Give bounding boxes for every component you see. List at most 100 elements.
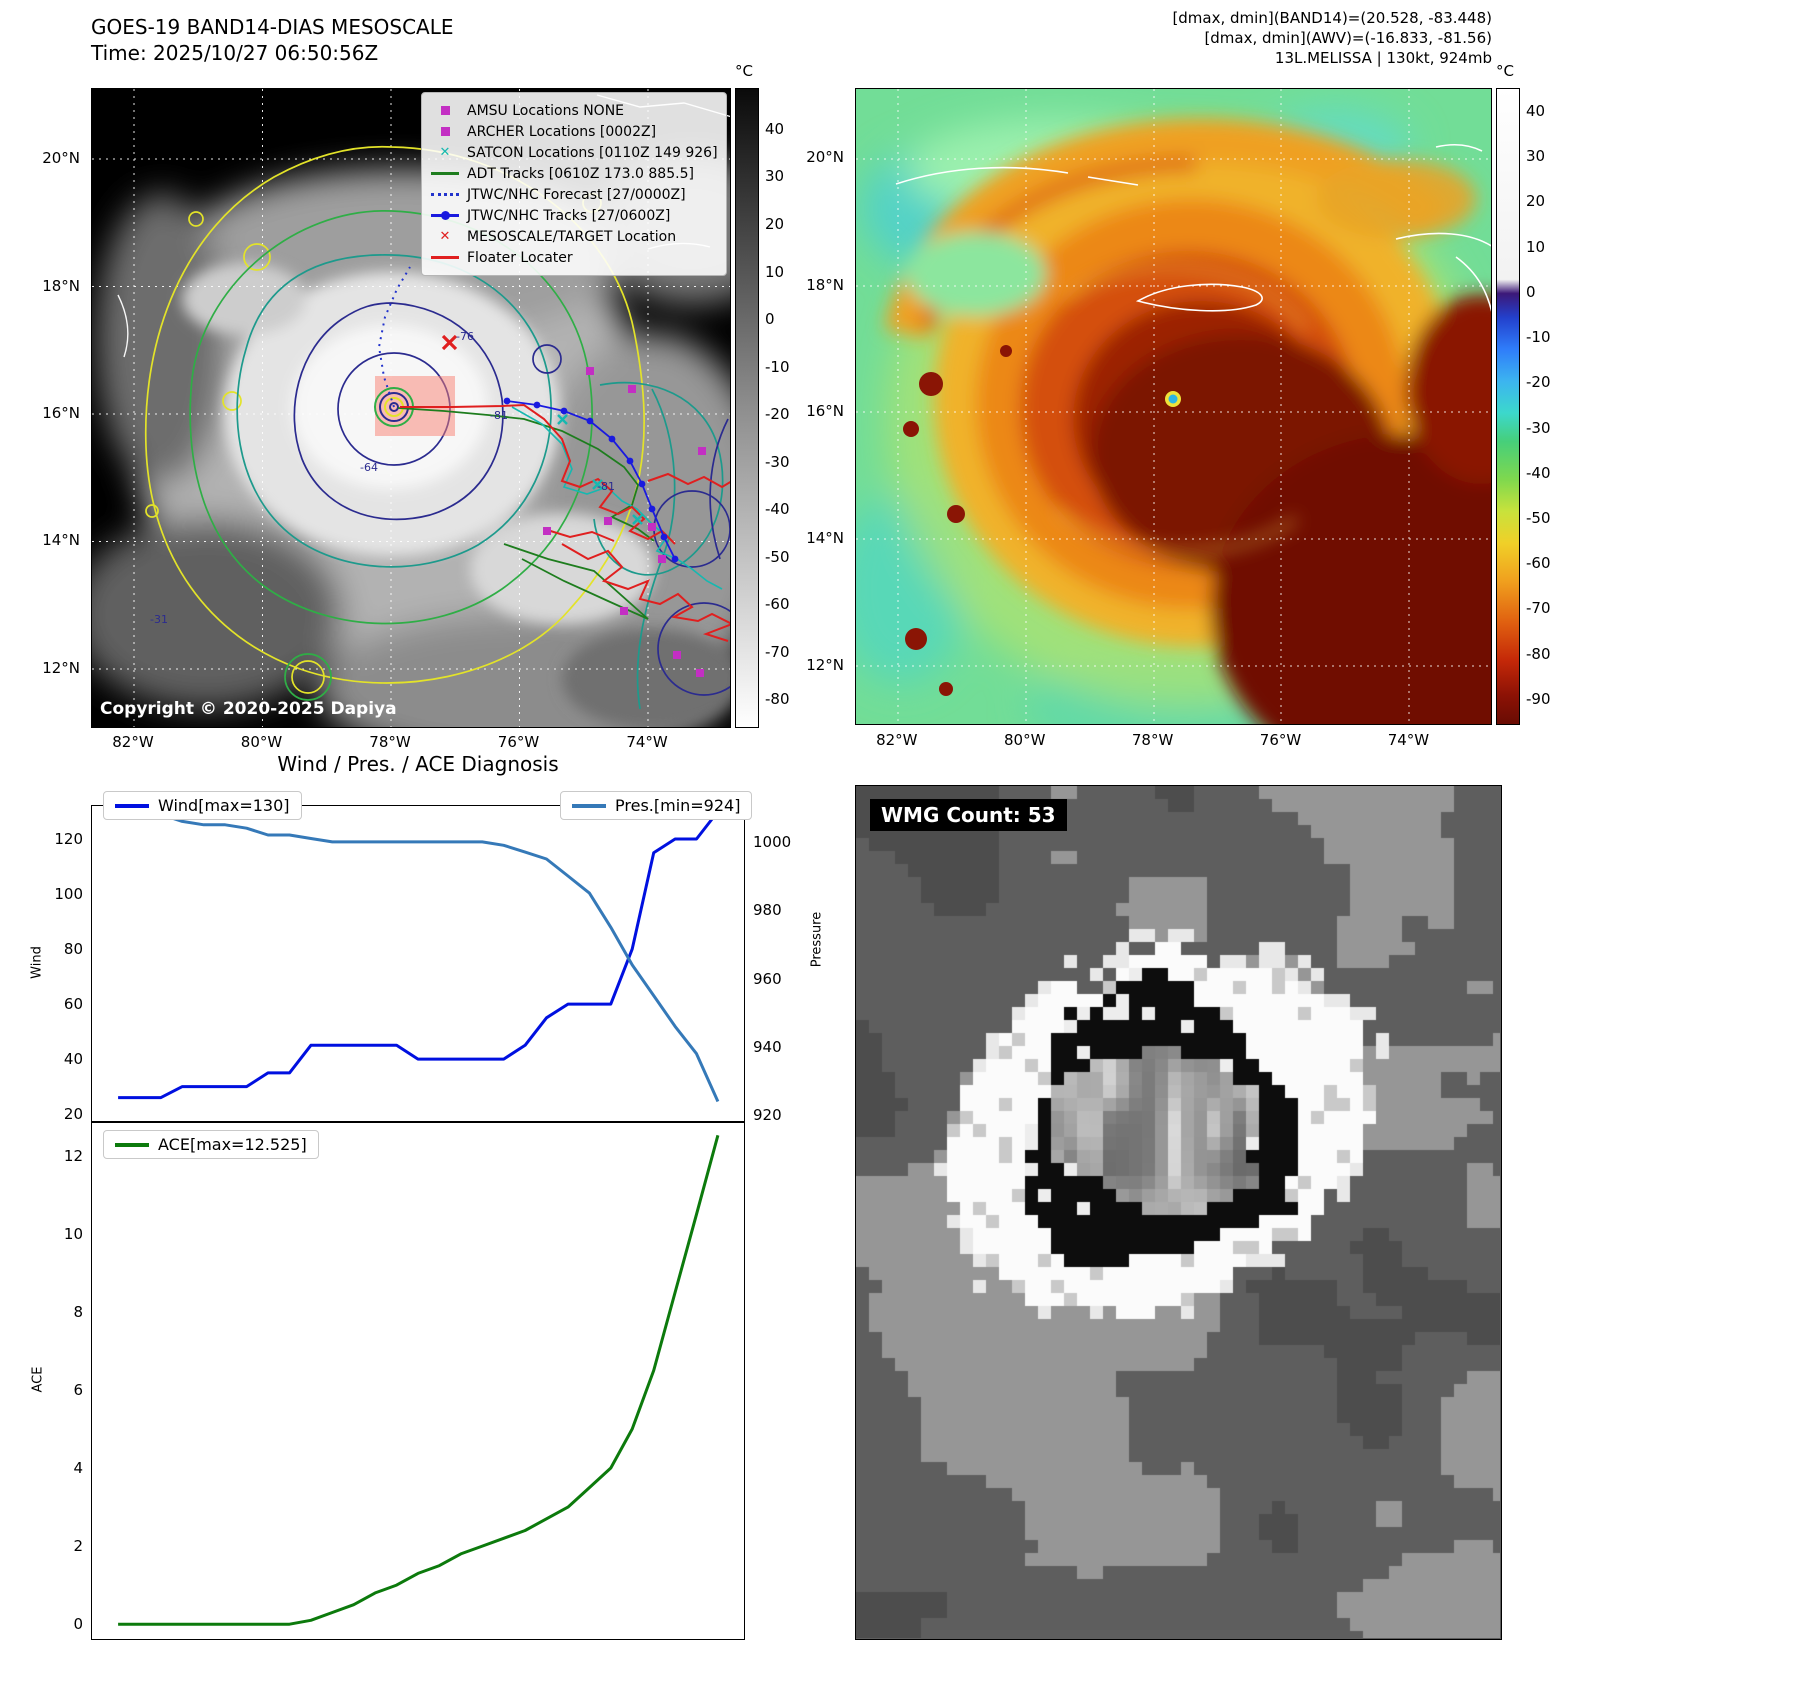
lon-tick: 80°W	[240, 733, 283, 751]
chart-canvas	[118, 1134, 720, 1626]
wmg-image-canvas	[856, 786, 1500, 1638]
ace-line	[118, 1134, 720, 1626]
wmg-panel: WMG Count: 53	[855, 785, 1502, 1640]
wind-legend-label: Wind[max=130]	[158, 796, 290, 815]
y-tick-label: 960	[753, 969, 782, 988]
colorbar-tick: -40	[1526, 463, 1551, 482]
band14-colorbar-unit: °C	[735, 62, 753, 80]
lon-tick: 80°W	[1003, 731, 1046, 749]
contour-label: -76	[456, 330, 474, 343]
legend-label: MESOSCALE/TARGET Location	[467, 228, 677, 245]
y-tick-label: 8	[73, 1302, 83, 1321]
colorbar-tick: -80	[765, 690, 790, 709]
lon-tick: 74°W	[626, 733, 668, 751]
y-tick-label: 40	[63, 1050, 83, 1069]
legend-item: ✕ SATCON Locations [0110Z 149 926]	[430, 142, 718, 163]
colorbar-tick: -10	[1526, 328, 1551, 347]
legend-label: ADT Tracks [0610Z 173.0 885.5]	[467, 165, 694, 182]
pressure-legend: Pres.[min=924]	[560, 791, 753, 820]
copyright-text: Copyright © 2020-2025 Dapiya	[100, 699, 397, 719]
lon-tick: 78°W	[369, 733, 411, 751]
lat-tick: 14°N	[42, 531, 80, 550]
jtwc-forecast-track	[377, 266, 411, 408]
legend-label: ARCHER Locations [0002Z]	[467, 123, 657, 140]
lat-tick: 20°N	[42, 148, 80, 167]
colorbar-tick: 20	[1526, 192, 1546, 211]
band14-title-block: GOES-19 BAND14-DIAS MESOSCALE Time: 2025…	[91, 14, 454, 66]
band14-lon-axis: 82°W 80°W 78°W 76°W 74°W	[91, 733, 731, 755]
colorbar-tick: 10	[765, 262, 785, 281]
lat-tick: 18°N	[42, 276, 80, 295]
legend-item: ADT Tracks [0610Z 173.0 885.5]	[430, 163, 718, 184]
legend-item: ✕ MESOSCALE/TARGET Location	[430, 226, 718, 247]
y-tick-label: 0	[73, 1615, 83, 1634]
awv-lat-axis: 20°N 18°N 16°N 14°N 12°N	[792, 88, 848, 725]
colorbar-tick: -70	[765, 642, 790, 661]
archer-markers	[543, 367, 706, 677]
legend-marker-line	[430, 172, 460, 175]
colorbar-tick: -70	[1526, 599, 1551, 618]
jtwc-track	[503, 397, 679, 563]
legend-item: JTWC/NHC Forecast [27/0000Z]	[430, 184, 718, 205]
lat-tick: 16°N	[42, 403, 80, 422]
colorbar-tick: -40	[765, 500, 790, 519]
y-tick-label: 980	[753, 901, 782, 920]
colorbar-tick: 40	[1526, 101, 1546, 120]
colorbar-tick: -90	[1526, 689, 1551, 708]
legend-marker-square	[430, 106, 460, 115]
colorbar-tick: -60	[765, 595, 790, 614]
wind-line-sample	[115, 803, 149, 808]
colorbar-tick: -10	[765, 357, 790, 376]
ace-chart: 0 2 4 6 8 10 12	[64, 1122, 745, 1640]
grid-lines	[92, 89, 730, 727]
floater-track	[400, 403, 730, 642]
legend-label: JTWC/NHC Forecast [27/0000Z]	[467, 186, 686, 203]
dotted-line-icon	[431, 193, 459, 196]
legend-item: JTWC/NHC Tracks [27/0600Z]	[430, 205, 718, 226]
band14-time: Time: 2025/10/27 06:50:56Z	[91, 41, 379, 65]
awv-colorbar: 40 30 20 10 0 -10 -20 -30 -40 -50 -60 -70 -80 -90	[1496, 88, 1551, 725]
legend-label: SATCON Locations [0110Z 149 926]	[467, 144, 718, 161]
line-icon	[431, 172, 459, 175]
wind-axis-label: Wind	[29, 946, 45, 979]
x-marker-icon: ✕	[439, 229, 451, 244]
storm-eye	[1168, 394, 1178, 404]
legend-label: JTWC/NHC Tracks [27/0600Z]	[467, 207, 671, 224]
contour-label: -81	[490, 409, 508, 422]
line-dot-icon	[431, 211, 459, 220]
legend-label: AMSU Locations NONE	[467, 102, 625, 119]
y-tick-label: 20	[63, 1105, 83, 1124]
colorbar-tick: 20	[765, 215, 785, 234]
colorbar-tick: -30	[765, 452, 790, 471]
pressure-axis-label: Pressure	[809, 911, 825, 968]
colorbar-tick: -50	[765, 547, 790, 566]
lon-tick: 78°W	[1131, 731, 1174, 749]
colorbar-tick: -20	[765, 405, 790, 424]
square-icon	[440, 127, 450, 136]
band14-map: -76 -81 -64 -81 -31 AMSU Locations NONE ARCHE…	[91, 88, 731, 728]
y-tick-label: 6	[73, 1380, 83, 1399]
diagnosis-title: Wind / Pres. / ACE Diagnosis	[277, 752, 559, 776]
lon-tick: 74°W	[1387, 731, 1430, 749]
colorbar-tick: 10	[1526, 237, 1546, 256]
band14-title: GOES-19 BAND14-DIAS MESOSCALE	[91, 15, 454, 39]
y-tick-label: 12	[63, 1146, 83, 1165]
dot-icon	[441, 211, 450, 220]
satcon-markers	[557, 414, 643, 525]
pressure-line-sample	[572, 803, 606, 808]
y-tick-label: 60	[63, 995, 83, 1014]
colorbar-tick: 0	[1526, 282, 1536, 301]
legend-label: Floater Locater	[467, 249, 573, 266]
ace-legend: ACE[max=12.525]	[103, 1130, 319, 1159]
y-tick-label: 80	[63, 940, 83, 959]
y-tick-label: 2	[73, 1537, 83, 1556]
awv-header: [dmax, dmin](BAND14)=(20.528, -83.448) […	[900, 8, 1492, 68]
colorbar-tick: -30	[1526, 418, 1551, 437]
awv-dmax-awv: [dmax, dmin](AWV)=(-16.833, -81.56)	[1204, 29, 1492, 47]
legend-marker-dotted	[430, 193, 460, 196]
swirl-highlights	[1054, 265, 1309, 555]
colorbar-tick: -80	[1526, 644, 1551, 663]
lat-tick: 18°N	[806, 275, 844, 294]
legend-item: AMSU Locations NONE	[430, 100, 718, 121]
